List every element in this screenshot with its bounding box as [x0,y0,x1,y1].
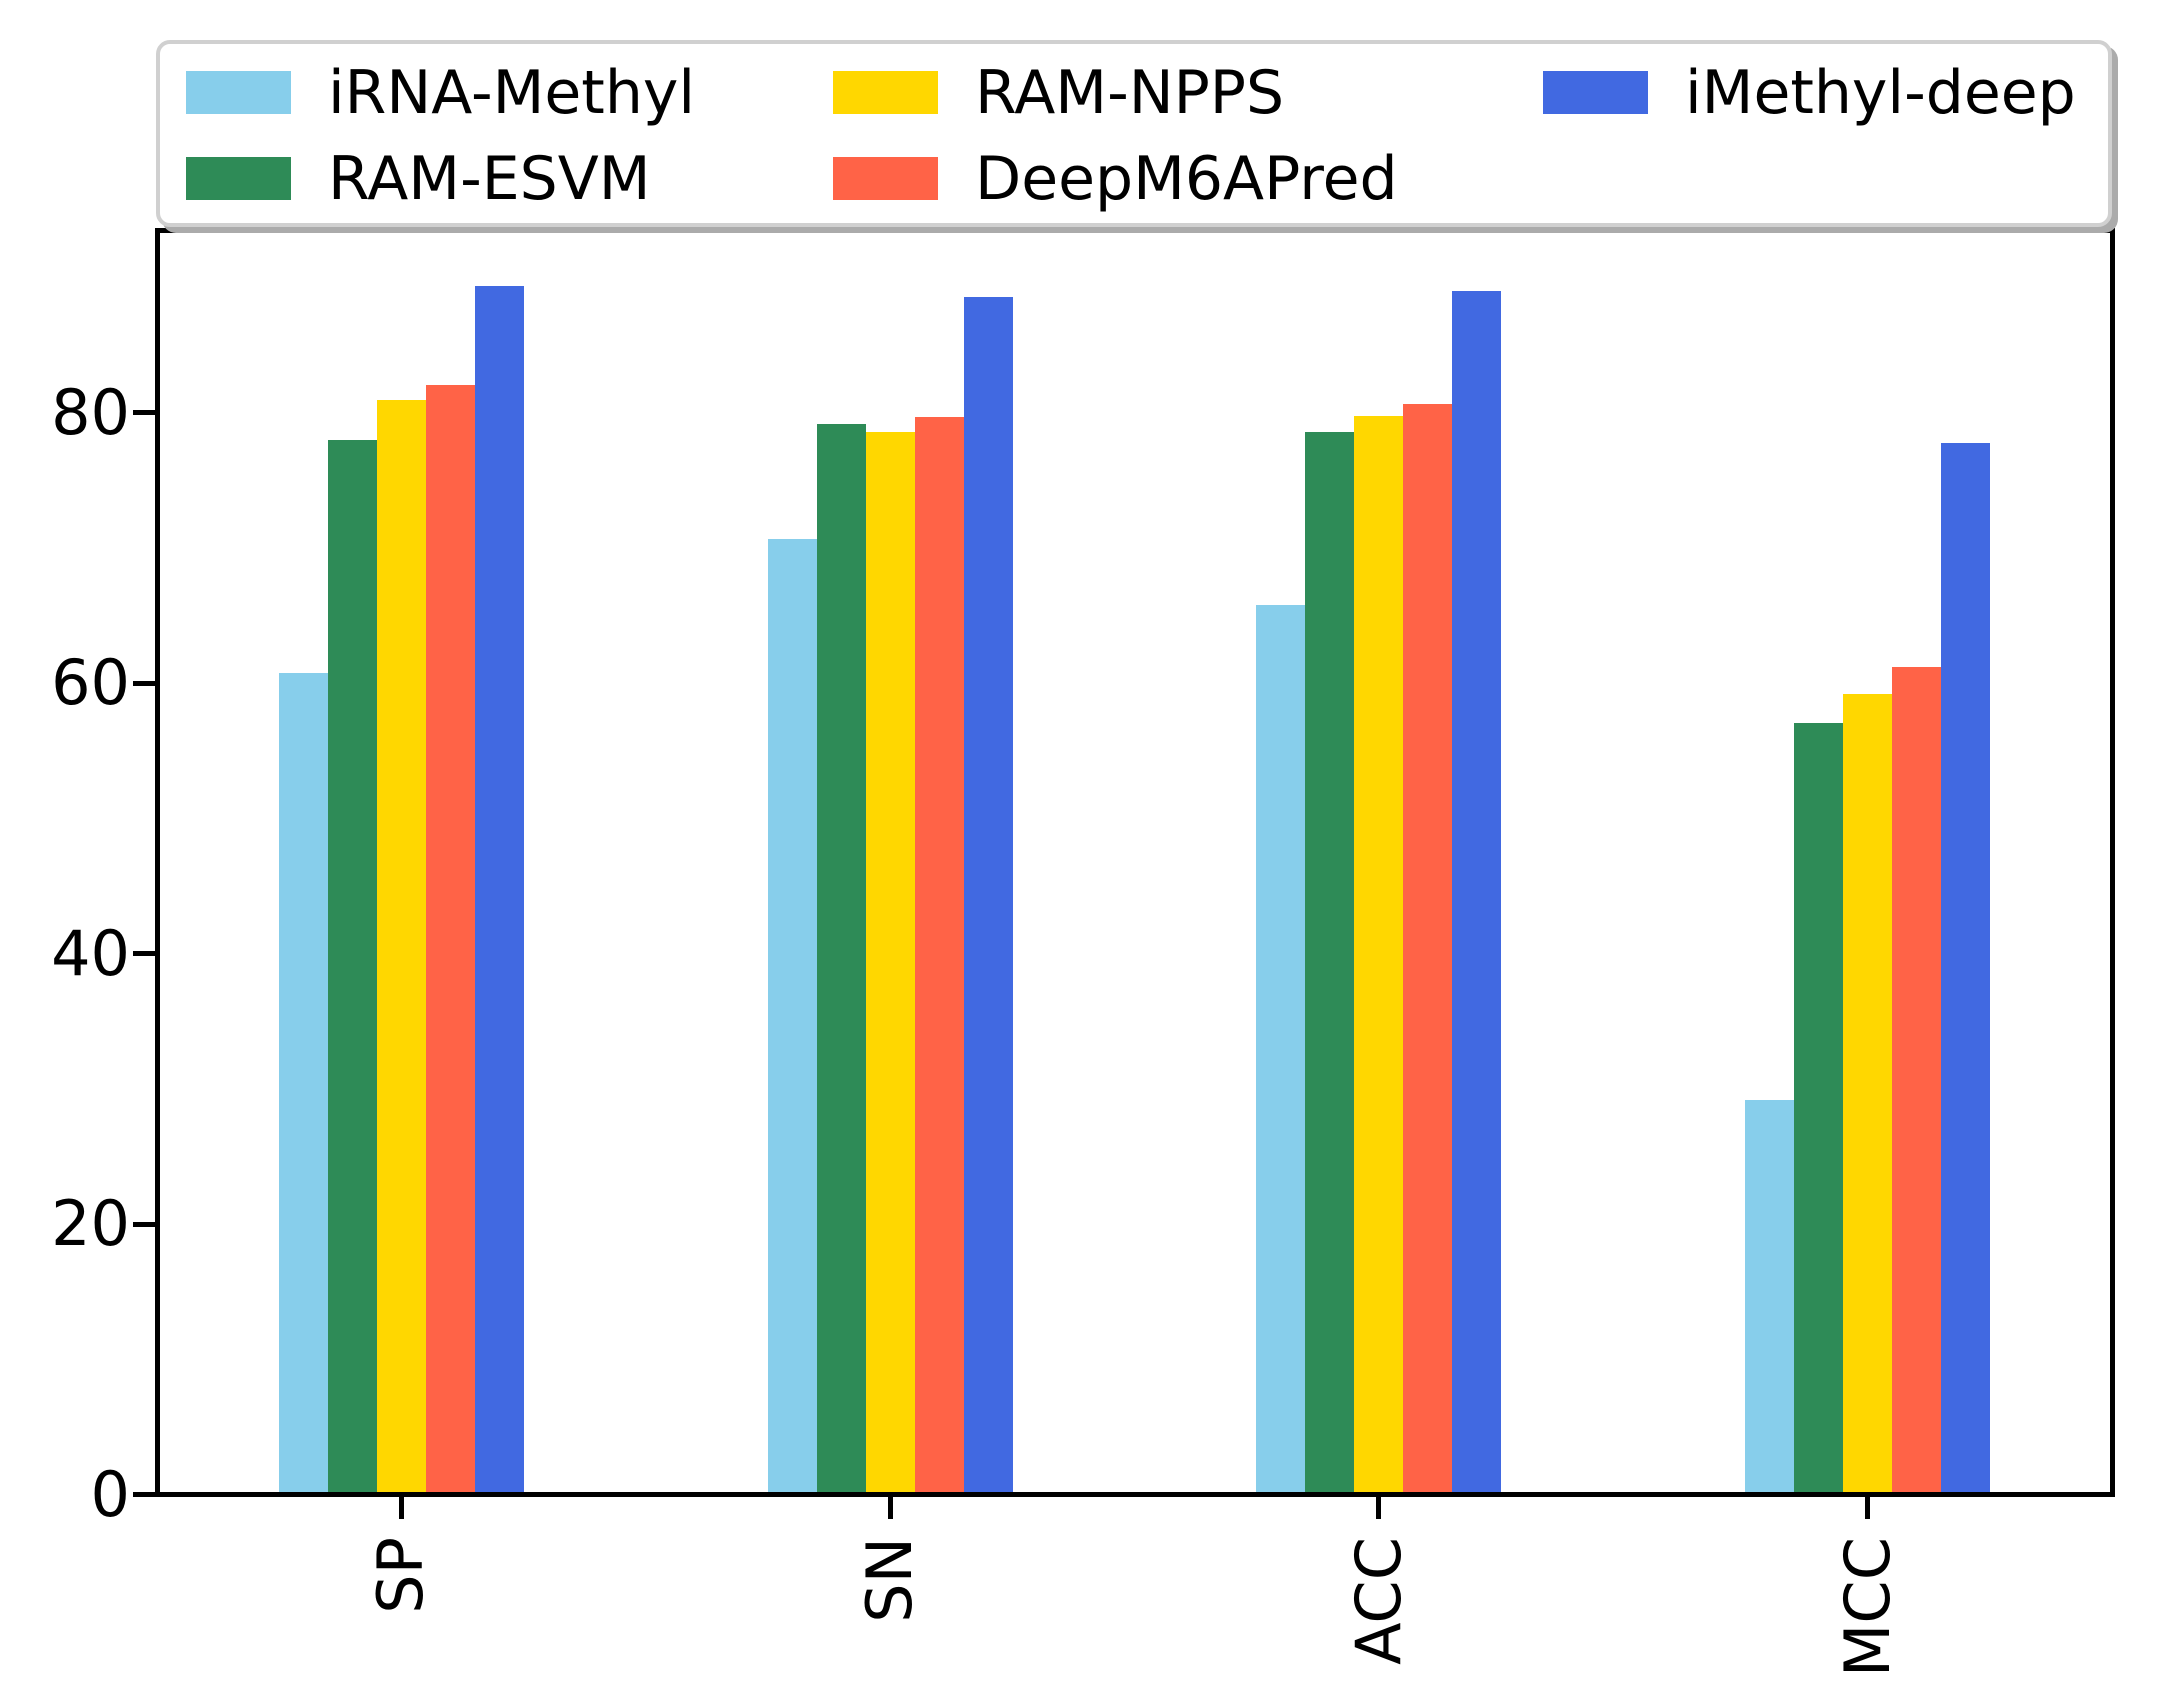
bar-imethyl-deep-mcc [1941,442,1991,1492]
bar-irna-methyl-sn [767,538,817,1492]
x-tick-mark-ACC [1376,1497,1382,1519]
bar-irna-methyl-mcc [1745,1099,1795,1492]
y-tick-mark-40 [133,951,155,957]
x-tick-mark-MCC [1865,1497,1871,1519]
bar-ram-esvm-acc [1305,432,1355,1492]
y-tick-mark-0 [133,1492,155,1497]
bar-imethyl-deep-sp [474,286,524,1492]
bar-ram-npps-mcc [1843,694,1893,1492]
bar-ram-npps-acc [1354,415,1404,1492]
legend-swatch [186,157,291,200]
legend-label: iMethyl-deep [1685,57,2076,128]
legend: iRNA-Methyl RAM-ESVM RAM-NPPS DeepM6APred iM… [156,40,2112,227]
legend-label: DeepM6APred [975,143,1398,214]
x-tick-label-SN: SN [853,1537,927,1623]
legend-label: RAM-ESVM [328,143,651,214]
y-tick-label-20: 20 [51,1187,130,1261]
x-tick-mark-SP [398,1497,404,1519]
legend-swatch [833,71,938,114]
y-tick-label-40: 40 [51,916,130,990]
bar-ram-npps-sn [865,432,915,1492]
x-tick-label-SP: SP [364,1537,438,1614]
bar-ram-esvm-sn [816,423,866,1492]
bar-deepm6apred-mcc [1892,667,1942,1492]
legend-swatch [186,71,291,114]
y-tick-label-60: 60 [51,646,130,720]
bar-ram-esvm-sp [327,440,377,1492]
legend-item-irna-methyl: iRNA-Methyl [186,63,695,123]
y-tick-label-0: 0 [90,1457,130,1531]
y-tick-label-80: 80 [51,375,130,449]
legend-swatch [1543,71,1648,114]
bar-deepm6apred-sp [425,384,475,1492]
bar-imethyl-deep-sn [963,296,1013,1492]
bar-irna-methyl-acc [1256,605,1306,1492]
legend-item-ram-npps: RAM-NPPS [833,63,1284,123]
bar-ram-npps-sp [376,399,426,1492]
y-tick-mark-20 [133,1221,155,1227]
x-tick-label-MCC: MCC [1830,1537,1904,1678]
bar-irna-methyl-sp [278,672,328,1492]
legend-item-imethyl-deep: iMethyl-deep [1543,63,2076,123]
y-tick-mark-60 [133,680,155,686]
legend-label: RAM-NPPS [975,57,1285,128]
bar-imethyl-deep-acc [1452,291,1502,1492]
x-tick-label-ACC: ACC [1341,1537,1415,1665]
legend-swatch [833,157,938,200]
legend-item-ram-esvm: RAM-ESVM [186,149,651,209]
bar-ram-esvm-mcc [1794,722,1844,1492]
legend-label: iRNA-Methyl [328,57,696,128]
x-tick-mark-SN [887,1497,893,1519]
bar-deepm6apred-acc [1403,403,1453,1492]
legend-item-deepm6apred: DeepM6APred [833,149,1398,209]
y-tick-mark-80 [133,410,155,416]
bar-deepm6apred-sn [914,417,964,1492]
